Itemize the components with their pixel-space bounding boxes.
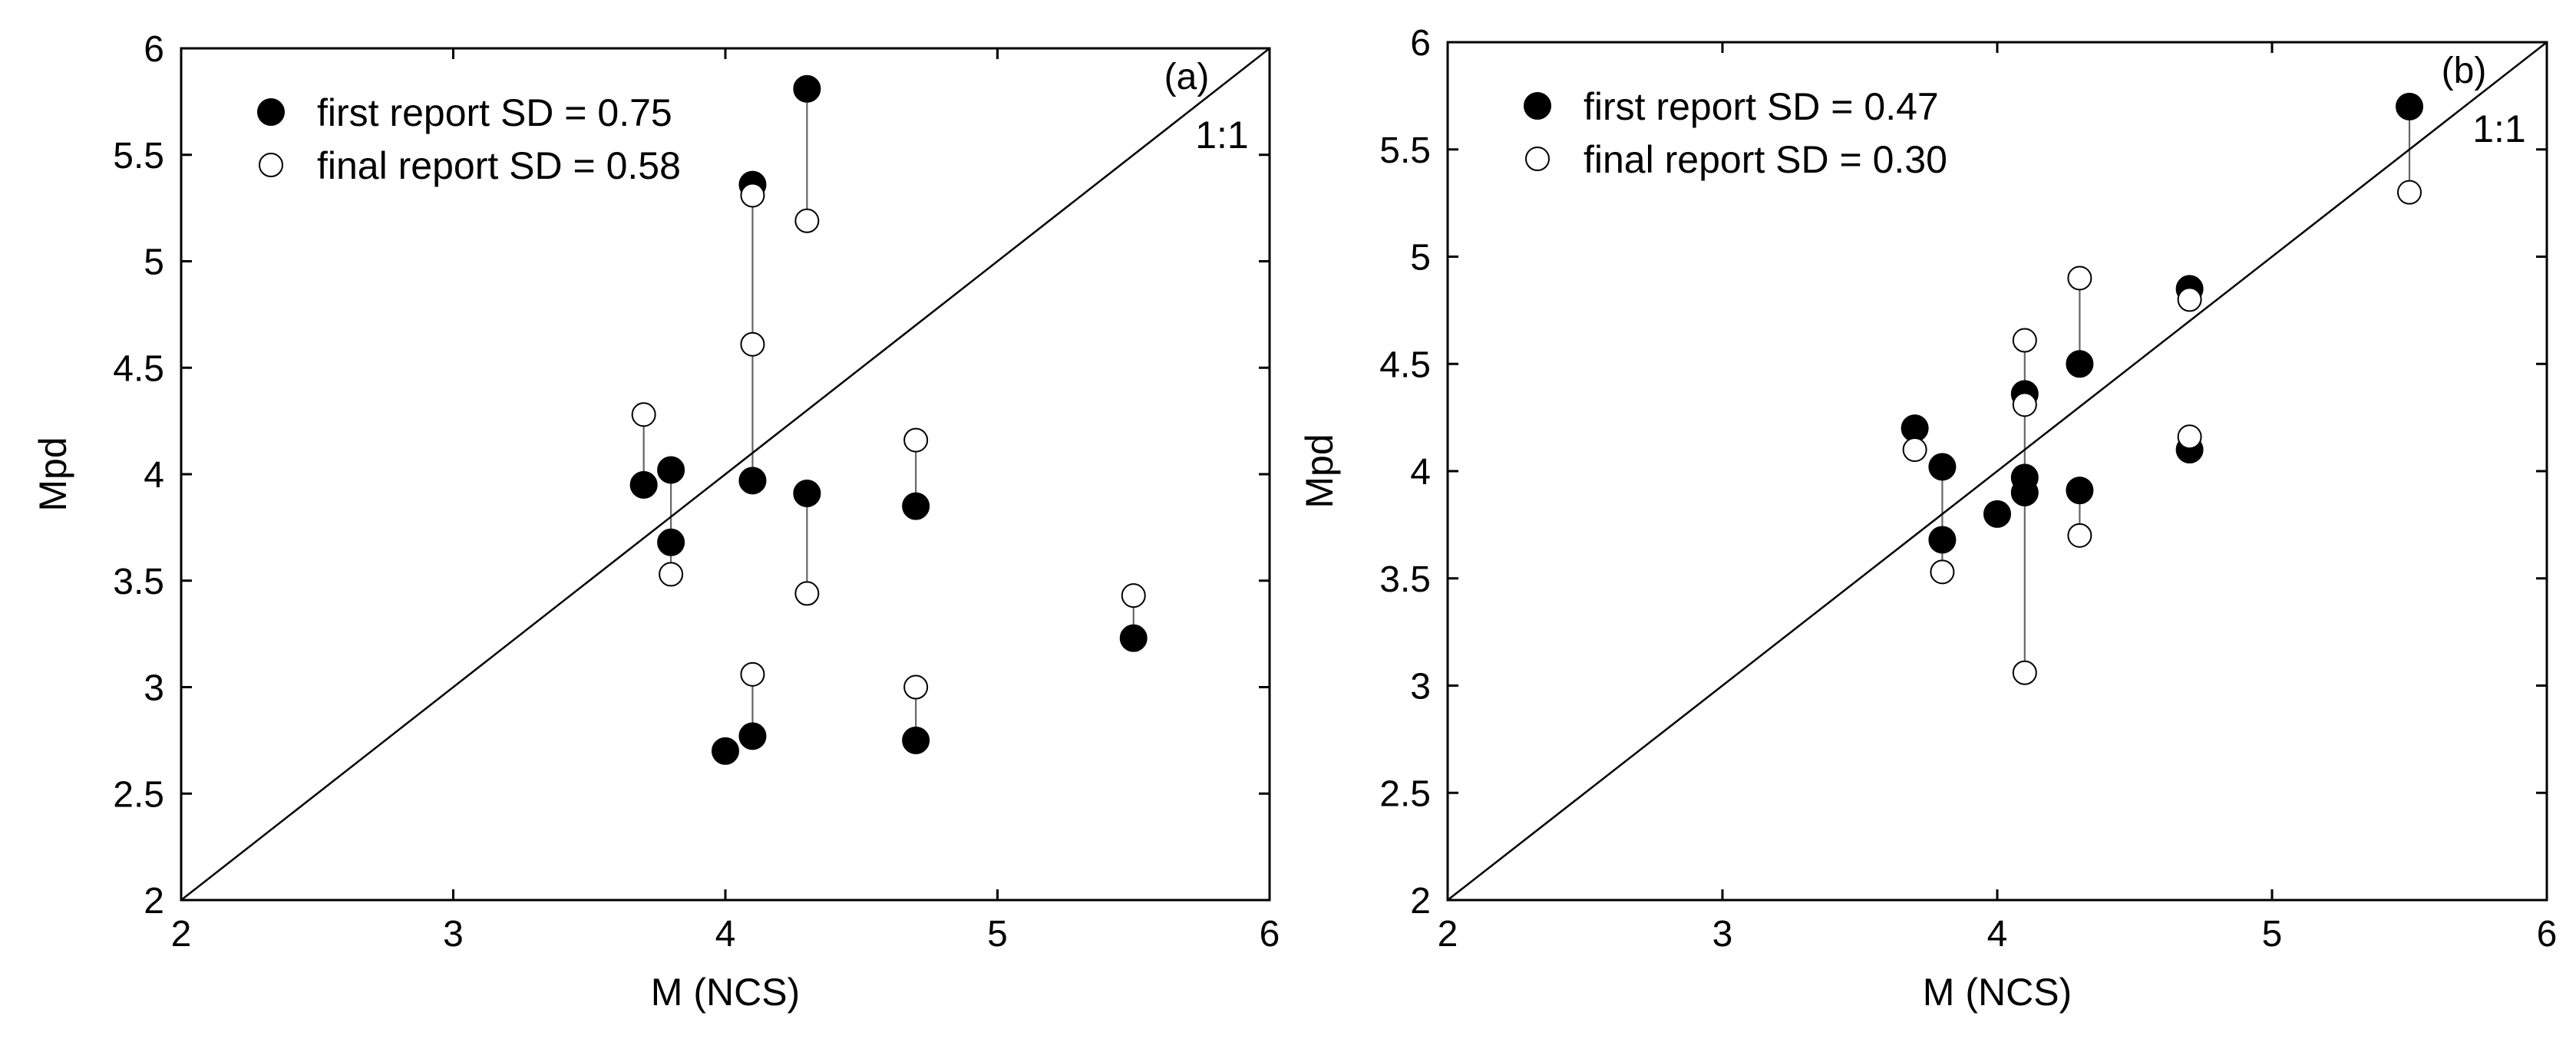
panel-b-first-report-point-11 xyxy=(2396,92,2423,120)
panel-a-y-tick-label: 3 xyxy=(144,668,164,709)
panel-a-y-axis-label: Mpd xyxy=(31,437,74,511)
panel-a-y-tick-label: 6 xyxy=(144,29,164,70)
panel-b-first-report-point-2 xyxy=(1928,526,1957,554)
panel-a-final-report-point-7 xyxy=(903,427,929,453)
panel-a-y-tick-label: 5 xyxy=(144,242,164,283)
panel-a-y-tick-label: 5.5 xyxy=(113,136,164,176)
panel-b-y-tick-label: 3.5 xyxy=(1379,559,1431,600)
panel-b-y-tick-label: 2 xyxy=(1410,881,1431,922)
panel-b-x-tick-label: 4 xyxy=(1987,914,2008,955)
panel-b-first-report-point-1 xyxy=(1928,453,1957,481)
panel-b-x-tick-label: 3 xyxy=(1712,914,1733,955)
panel-b-final-report-point-1 xyxy=(1930,559,1955,585)
panel-b-legend-marker-final xyxy=(1525,147,1550,171)
panel-a-final-report-point-1 xyxy=(659,562,684,587)
panel-a-legend-label-first: first report SD = 0.75 xyxy=(317,91,672,134)
panel-a-x-tick-label: 5 xyxy=(987,914,1008,955)
panel-b-final-report-point-5 xyxy=(2067,265,2092,291)
panel-a-y-tick-label: 4.5 xyxy=(113,348,164,389)
panel-a-y-tick-label: 2.5 xyxy=(113,774,164,815)
panel-a-x-tick-label: 6 xyxy=(1260,914,1280,955)
panel-a-first-report-point-8 xyxy=(793,479,821,507)
panel-a-y-tick-label: 3.5 xyxy=(113,562,164,602)
panel-b-x-tick-label: 6 xyxy=(2537,914,2558,955)
panel-a-x-tick-label: 2 xyxy=(171,914,192,955)
panel-a-final-report-point-4 xyxy=(740,661,765,687)
panel-a-first-report-point-2 xyxy=(657,528,685,556)
panel-a-ticks: 2 3 4 5 6 2 2.5 3 3.5 4 4.5 5 5.5 6 xyxy=(113,29,1280,955)
panel-a-reference-line-label: 1:1 xyxy=(1195,114,1249,157)
panel-a-y-tick-label: 4 xyxy=(144,455,164,496)
panel-b-first-report-point-3 xyxy=(1983,500,2011,528)
panel-a-first-report-point-9 xyxy=(902,492,930,520)
panel-a-one-to-one-line xyxy=(180,48,1270,901)
panel-a-final-report-point-9 xyxy=(1121,583,1146,608)
panel-a: 2 3 4 5 6 2 2.5 3 3.5 4 4.5 5 5.5 6 M (NCS) Mpd (a) 1… xyxy=(31,29,1280,1014)
panel-a-first-report-point-11 xyxy=(1119,624,1148,652)
panel-b-final-report-point-7 xyxy=(2177,287,2202,312)
panel-a-final-report-point-6 xyxy=(794,581,820,606)
panel-a-legend-marker-final xyxy=(259,153,283,177)
panel-b-y-tick-label: 4.5 xyxy=(1379,345,1431,385)
panel-b-y-tick-label: 2.5 xyxy=(1379,773,1431,814)
panel-a-first-report-point-7 xyxy=(793,74,821,103)
panel-a-markers xyxy=(629,74,1148,765)
panel-a-legend-label-final: final report SD = 0.58 xyxy=(317,144,681,187)
panel-b-x-tick-label: 2 xyxy=(1438,914,1458,955)
panel-b-y-axis-label: Mpd xyxy=(1298,434,1341,508)
panel-b-x-axis-label: M (NCS) xyxy=(1923,971,2072,1014)
panel-a-reference-line xyxy=(180,48,1270,901)
panel-b-y-tick-label: 5.5 xyxy=(1379,130,1431,171)
panel-b-legend-label-first: first report SD = 0.47 xyxy=(1584,85,1939,128)
panel-b-final-report-point-0 xyxy=(1902,437,1927,463)
panel-a-y-tick-label: 2 xyxy=(144,881,164,922)
panel-a-final-report-point-8 xyxy=(903,674,929,700)
panel-b-tag: (b) xyxy=(2442,51,2487,91)
panel-b-y-tick-label: 5 xyxy=(1410,238,1431,279)
panel-b-final-report-point-9 xyxy=(2397,180,2422,205)
panel-b-final-report-point-8 xyxy=(2177,424,2202,450)
panel-b-markers xyxy=(1901,92,2423,685)
panel-b-ticks: 2 3 4 5 6 2 2.5 3 3.5 4 4.5 5 5.5 6 xyxy=(1379,23,2557,955)
panel-b-first-report-point-0 xyxy=(1901,414,1929,443)
panel-b: 2 3 4 5 6 2 2.5 3 3.5 4 4.5 5 5.5 6 M (NCS) Mpd (b) 1… xyxy=(1298,23,2557,1014)
panel-a-final-report-point-0 xyxy=(631,402,656,427)
panel-b-first-report-point-8 xyxy=(2066,477,2094,505)
panel-a-legend: first report SD = 0.75 final report SD =… xyxy=(257,91,681,187)
panel-a-final-report-point-2 xyxy=(740,183,765,208)
panel-a-first-report-point-5 xyxy=(738,467,767,495)
panel-b-final-report-point-2 xyxy=(2012,328,2037,353)
panel-b-final-report-point-6 xyxy=(2067,523,2092,548)
panel-a-final-report-point-5 xyxy=(794,208,820,233)
panel-b-legend-marker-first xyxy=(1524,92,1551,120)
panel-b-reference-line-label: 1:1 xyxy=(2472,107,2526,150)
panel-b-final-report-point-4 xyxy=(2012,660,2037,685)
panel-b-y-tick-label: 4 xyxy=(1410,452,1431,493)
panel-a-legend-marker-first xyxy=(257,98,285,126)
panel-a-first-report-point-0 xyxy=(629,470,658,499)
panel-b-reference-line xyxy=(1447,41,2548,901)
panel-b-y-tick-label: 3 xyxy=(1410,667,1431,707)
panel-a-final-report-point-3 xyxy=(740,331,765,357)
panel-a-first-report-point-3 xyxy=(712,737,739,765)
panel-b-one-to-one-line xyxy=(1447,41,2548,901)
panel-a-first-report-point-1 xyxy=(657,456,685,484)
panel-a-x-axis-label: M (NCS) xyxy=(651,971,800,1014)
panel-b-first-report-point-7 xyxy=(2066,350,2094,378)
panel-b-x-tick-label: 5 xyxy=(2262,914,2283,955)
panel-a-first-report-point-10 xyxy=(902,726,930,754)
panel-a-x-tick-label: 4 xyxy=(715,914,736,955)
panel-b-legend-label-final: final report SD = 0.30 xyxy=(1584,138,1947,181)
panel-a-first-report-point-6 xyxy=(738,722,767,750)
panel-b-final-report-point-3 xyxy=(2012,392,2037,417)
panel-a-x-tick-label: 3 xyxy=(443,914,464,955)
panel-b-first-report-point-6 xyxy=(2010,478,2039,506)
panel-a-tag: (a) xyxy=(1164,57,1210,97)
panel-b-y-tick-label: 6 xyxy=(1410,23,1431,64)
panel-b-legend: first report SD = 0.47 final report SD =… xyxy=(1524,85,1947,181)
